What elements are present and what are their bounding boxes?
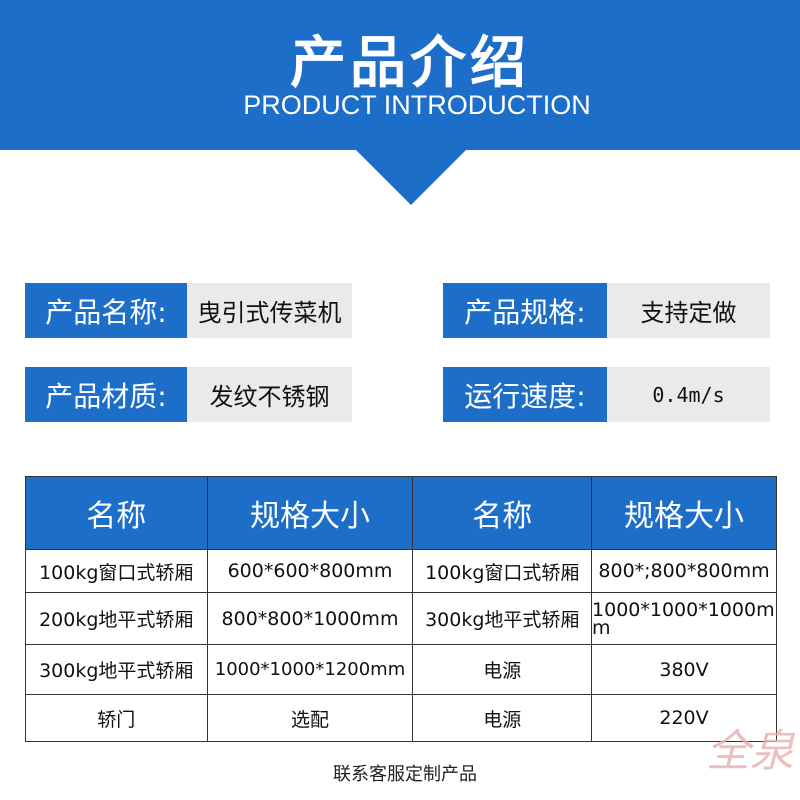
header-cell: 规格大小: [591, 476, 777, 550]
table-cell: 300kg地平式轿厢: [412, 592, 593, 645]
info-speed: 运行速度: 0.4m/s: [443, 367, 770, 422]
spec-table: 名称 规格大小 名称 规格大小 100kg窗口式轿厢 600*600*800mm 1…: [25, 476, 777, 742]
info-value: 发纹不锈钢: [187, 367, 352, 422]
table-cell: 800*800*1000mm: [206, 592, 414, 645]
table-header-row: 名称 规格大小 名称 规格大小: [25, 476, 777, 550]
info-label: 产品名称:: [25, 283, 187, 338]
table-cell: 200kg地平式轿厢: [25, 592, 208, 645]
watermark: 全泉: [706, 726, 794, 777]
table-row: 200kg地平式轿厢 800*800*1000mm 300kg地平式轿厢 1000*1…: [25, 592, 777, 645]
table-cell: 1000*1000*1200mm: [206, 644, 414, 695]
table-row: 轿门 选配 电源 220V: [25, 694, 777, 742]
table-row: 100kg窗口式轿厢 600*600*800mm 100kg窗口式轿厢 800*;80…: [25, 549, 777, 593]
table-row: 300kg地平式轿厢 1000*1000*1200mm 电源 380V: [25, 644, 777, 695]
info-material: 产品材质: 发纹不锈钢: [25, 367, 352, 422]
info-label: 运行速度:: [443, 367, 607, 422]
header-banner: [0, 0, 800, 150]
table-cell: 100kg窗口式轿厢: [412, 549, 593, 593]
table-cell: 220V: [591, 694, 777, 742]
header-cell: 名称: [25, 476, 208, 550]
table-cell: 选配: [206, 694, 414, 742]
info-label: 产品材质:: [25, 367, 187, 422]
table-cell: 电源: [412, 644, 593, 695]
header-cell: 名称: [412, 476, 593, 550]
table-cell: 1000*1000*1000mm: [591, 592, 777, 645]
table-cell: 380V: [591, 644, 777, 695]
info-product-spec: 产品规格: 支持定做: [443, 283, 770, 338]
table-cell: 800*;800*800mm: [591, 549, 777, 593]
header-arrow: [355, 149, 467, 205]
info-value: 曳引式传菜机: [187, 283, 352, 338]
page-title: 产品介绍: [290, 31, 530, 96]
table-cell: 轿门: [25, 694, 208, 742]
header-cell: 规格大小: [206, 476, 414, 550]
info-value: 支持定做: [607, 283, 770, 338]
table-cell: 600*600*800mm: [206, 549, 414, 593]
table-cell: 300kg地平式轿厢: [25, 644, 208, 695]
info-product-name: 产品名称: 曳引式传菜机: [25, 283, 352, 338]
page-subtitle: PRODUCT INTRODUCTION: [243, 90, 591, 120]
table-cell: 电源: [412, 694, 593, 742]
info-label: 产品规格:: [443, 283, 607, 338]
info-value: 0.4m/s: [607, 367, 770, 422]
table-cell: 100kg窗口式轿厢: [25, 549, 208, 593]
footer-note: 联系客服定制产品: [333, 764, 477, 785]
